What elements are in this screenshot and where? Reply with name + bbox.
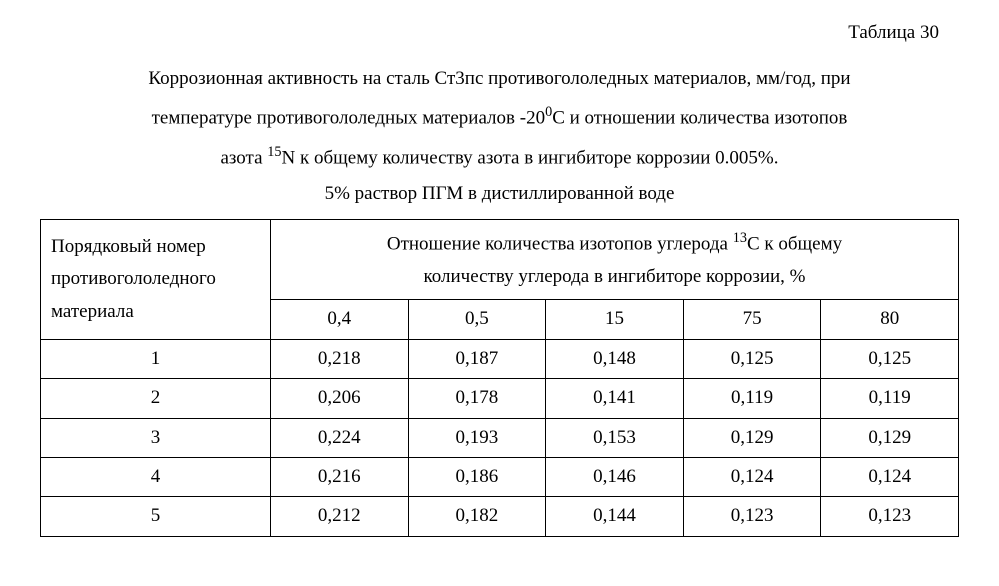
table-row: 4 0,216 0,186 0,146 0,124 0,124 [41,457,959,496]
col-header: 15 [546,300,684,339]
row-header: Порядковый номер противогололедного мате… [41,220,271,339]
col-group-header: Отношение количества изотопов углерода 1… [271,220,959,300]
data-cell: 0,186 [408,457,546,496]
data-cell: 0,124 [683,457,821,496]
row-number: 3 [41,418,271,457]
data-cell: 0,182 [408,497,546,536]
data-cell: 0,123 [683,497,821,536]
data-cell: 0,144 [546,497,684,536]
data-cell: 0,216 [271,457,409,496]
table-row: 5 0,212 0,182 0,144 0,123 0,123 [41,497,959,536]
data-cell: 0,146 [546,457,684,496]
data-cell: 0,125 [821,339,959,378]
data-cell: 0,141 [546,379,684,418]
col-header: 0,4 [271,300,409,339]
data-cell: 0,206 [271,379,409,418]
data-cell: 0,153 [546,418,684,457]
table-label: Таблица 30 [40,18,959,48]
col-group-b: С к общему [747,234,842,255]
col-group-c: количеству углерода в ингибиторе коррози… [423,266,805,287]
data-cell: 0,119 [821,379,959,418]
data-cell: 0,178 [408,379,546,418]
caption-line3-a: азота [220,147,267,168]
table-caption: Коррозионная активность на сталь Ст3пс п… [40,60,959,177]
data-cell: 0,212 [271,497,409,536]
data-cell: 0,224 [271,418,409,457]
table-row: 3 0,224 0,193 0,153 0,129 0,129 [41,418,959,457]
solution-line: 5% раствор ПГМ в дистиллированной воде [40,179,959,209]
data-cell: 0,125 [683,339,821,378]
table-row: 1 0,218 0,187 0,148 0,125 0,125 [41,339,959,378]
caption-line1: Коррозионная активность на сталь Ст3пс п… [148,68,850,89]
data-cell: 0,124 [821,457,959,496]
data-cell: 0,123 [821,497,959,536]
col-header: 0,5 [408,300,546,339]
data-cell: 0,193 [408,418,546,457]
caption-line3-b: N к общему количеству азота в ингибиторе… [282,147,779,168]
col-group-a: Отношение количества изотопов углерода [387,234,733,255]
row-number: 4 [41,457,271,496]
data-table: Порядковый номер противогололедного мате… [40,219,959,536]
caption-line2-b: С и отношении количества изотопов [552,108,847,129]
table-row: 2 0,206 0,178 0,141 0,119 0,119 [41,379,959,418]
col-group-sup: 13 [733,230,747,246]
data-cell: 0,129 [821,418,959,457]
row-number: 5 [41,497,271,536]
data-cell: 0,187 [408,339,546,378]
data-cell: 0,129 [683,418,821,457]
data-cell: 0,119 [683,379,821,418]
row-number: 2 [41,379,271,418]
col-header: 80 [821,300,959,339]
caption-line3-sup: 15 [267,144,281,160]
data-cell: 0,148 [546,339,684,378]
col-header: 75 [683,300,821,339]
data-cell: 0,218 [271,339,409,378]
row-number: 1 [41,339,271,378]
caption-line2-a: температуре противогололедных материалов… [152,108,545,129]
